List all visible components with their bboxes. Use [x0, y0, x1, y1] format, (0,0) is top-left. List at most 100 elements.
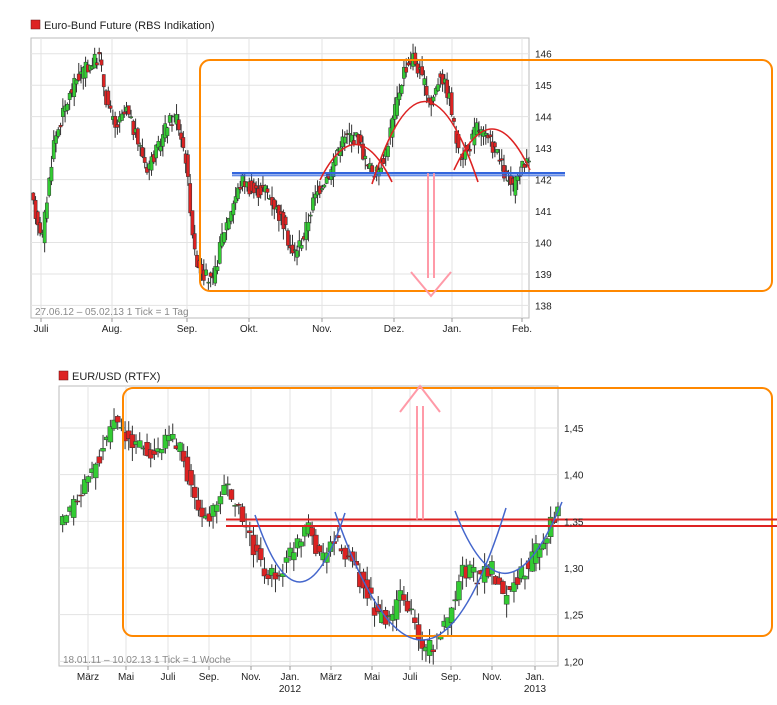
bund-candle-body [397, 92, 402, 100]
eurusd-candle-body [313, 534, 319, 554]
eurusd-footer: 18.01.11 – 10.02.13 1 Tick = 1 Woche [63, 655, 231, 666]
bund-candle-body [158, 146, 163, 152]
eurusd-candle-body [214, 504, 220, 512]
bund-y-tick-label: 140 [535, 238, 552, 249]
bund-candle-body [402, 66, 406, 79]
bund-candle-body [499, 158, 504, 161]
eurusd-head-arc [334, 507, 507, 641]
bund-candle-body [31, 192, 36, 201]
bund-candle-body [101, 74, 106, 88]
eurusd-candle-body [536, 548, 543, 558]
eurusd-candle-body [92, 463, 99, 479]
eurusd-candle-body [514, 577, 521, 585]
eurusd-x-tick-label: Nov. [482, 672, 502, 683]
bund-candle-body [215, 266, 220, 271]
bund-candle-body [331, 162, 336, 178]
bund-candle-body [395, 96, 399, 116]
eurusd-candle-body [448, 607, 455, 623]
eurusd-x-tick-label: Mai [118, 672, 134, 683]
bund-candle-body [240, 174, 245, 187]
bund-x-tick-label: Aug. [102, 324, 123, 335]
eurusd-candle-body [544, 538, 550, 544]
eurusd-annotations [122, 384, 777, 641]
bund-candle-body [363, 155, 368, 159]
bund-candle-body [60, 107, 65, 117]
bund-candle-body [58, 124, 63, 128]
bund-candle-body [313, 193, 318, 199]
eurusd-x-tick-label: Jan. [281, 672, 300, 683]
bund-candle-body [113, 116, 117, 128]
eurusd-candle-body [496, 577, 503, 585]
bund-candle-body [504, 170, 509, 173]
bund-candle-body [49, 166, 54, 182]
eurusd-candle-body [184, 456, 191, 482]
bund-x-tick-label: Juli [33, 324, 48, 335]
eurusd-x-tick-label: Sep. [441, 672, 462, 683]
bund-candle-body [222, 232, 227, 243]
bund-candle-body [226, 217, 231, 230]
bund-candle-body [97, 52, 102, 55]
eurusd-x-tick-label: Sep. [199, 672, 220, 683]
bund-candle-body [295, 250, 299, 258]
eurusd-candle-body [70, 499, 77, 518]
bund-candle-body [445, 79, 449, 98]
bund-candle-body [149, 156, 154, 171]
bund-head-arc [371, 100, 479, 185]
eurusd-candle-body [258, 548, 264, 561]
eurusd-candle-body [225, 483, 231, 486]
bund-candle-body [108, 105, 113, 109]
bund-right-shoulder-arc [453, 128, 531, 171]
bund-y-tick-label: 145 [535, 81, 552, 92]
bund-candle-body [236, 187, 240, 200]
bund-candle-body [106, 90, 111, 106]
bund-y-tick-label: 144 [535, 113, 552, 124]
bund-candle-body [95, 62, 99, 66]
eurusd-candle-body [85, 476, 92, 483]
bund-chart: 138 139 140 141 142 143 144 145 146 Juli Aug. Sep.… [30, 19, 773, 335]
bund-candle-body [283, 216, 288, 226]
eurusd-y-tick-label: 1,40 [564, 471, 584, 482]
eurusd-candle-body [188, 470, 194, 486]
bund-candle-body [404, 67, 409, 73]
eurusd-right-shoulder-arc [454, 501, 563, 574]
bund-candle-body [151, 154, 156, 163]
bund-candle-body [347, 133, 352, 135]
bund-candle-body [399, 85, 404, 94]
bund-footer: 27.06.12 – 05.02.13 1 Tick = 1 Tag [35, 307, 189, 318]
bund-candle-body [342, 136, 347, 144]
bund-candle-body [229, 211, 233, 222]
bund-candle-body [74, 79, 79, 85]
eurusd-candle-body [78, 494, 84, 497]
bund-candle-body [311, 197, 315, 211]
bund-candle-body [47, 177, 52, 196]
eurusd-target-arrow [399, 384, 441, 520]
bund-candle-body [320, 188, 324, 191]
bund-candle-body [120, 113, 124, 121]
eurusd-candle-body [375, 604, 381, 612]
eurusd-candle-body [247, 530, 253, 534]
bund-candle-body [99, 59, 104, 66]
bund-candle-body [272, 199, 277, 210]
bund-candle-body [349, 134, 354, 143]
eurusd-candle-body [426, 640, 433, 656]
eurusd-candle-body [430, 649, 436, 653]
eurusd-candle-body [151, 450, 158, 455]
eurusd-x-tick-label: März [77, 672, 99, 683]
bund-candle-body [217, 242, 222, 264]
bund-chart-title: Euro-Bund Future (RBS Indikation) [44, 20, 215, 32]
eurusd-x-year-label: 2012 [279, 684, 302, 695]
bund-candle-body [231, 203, 236, 216]
bund-candle-body [131, 120, 136, 135]
bund-candle-body [33, 200, 38, 219]
bund-left-shoulder-arc [319, 143, 393, 183]
eurusd-y-ticks: 1,20 1,25 1,30 1,35 1,40 1,45 [564, 424, 584, 668]
bund-candle-body [233, 196, 238, 204]
eurusd-y-tick-label: 1,45 [564, 424, 584, 435]
bund-candle-body [449, 92, 454, 116]
bund-candle-body [424, 86, 429, 96]
eurusd-candle-body [540, 543, 547, 550]
eurusd-candle-body [393, 599, 400, 620]
eurusd-x-tick-label: Juli [160, 672, 175, 683]
bund-candle-body [490, 141, 495, 153]
